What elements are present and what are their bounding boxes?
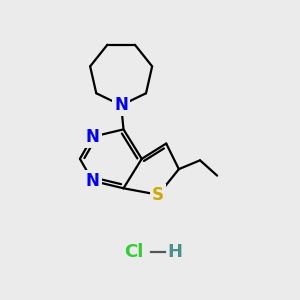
Text: N: N <box>85 172 100 190</box>
Text: Cl: Cl <box>124 243 143 261</box>
Text: N: N <box>85 128 100 146</box>
Text: H: H <box>167 243 182 261</box>
Text: N: N <box>114 96 128 114</box>
Text: S: S <box>152 186 164 204</box>
